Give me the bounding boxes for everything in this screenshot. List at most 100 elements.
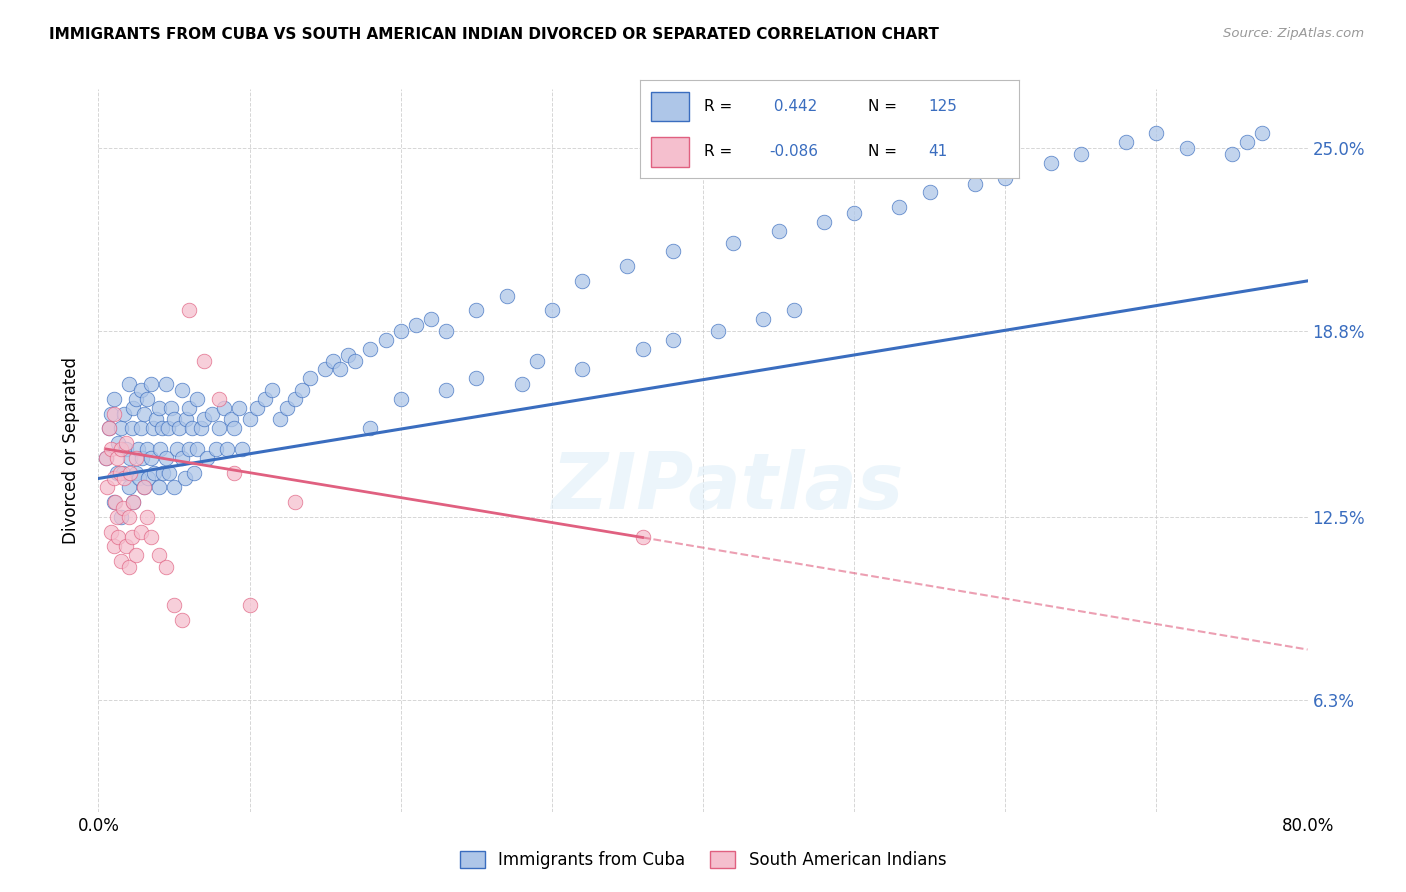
Point [103,407,125,421]
Point [329,362,352,376]
Point [465,303,488,318]
Point [155,377,177,392]
Point [118,480,141,494]
Point [170,383,193,397]
Point [103,471,125,485]
Point [132,407,155,421]
Point [110,421,132,435]
Point [1115,136,1137,150]
Point [170,613,193,627]
Point [526,353,548,368]
Point [434,324,457,338]
Point [1070,147,1092,161]
Point [152,466,174,480]
Point [129,524,152,539]
Point [291,383,314,397]
Point [100,407,122,421]
Point [110,442,132,456]
Point [224,466,246,480]
Text: 0.442: 0.442 [769,99,817,114]
Point [186,392,208,406]
Point [195,450,218,465]
Point [224,421,246,435]
Point [193,353,215,368]
Point [420,312,443,326]
Point [336,348,359,362]
FancyBboxPatch shape [651,137,689,167]
Point [100,524,122,539]
Point [707,324,730,338]
Point [127,442,149,456]
Point [148,548,170,562]
Point [1039,156,1062,170]
Point [96,480,118,494]
Text: Source: ZipAtlas.com: Source: ZipAtlas.com [1223,27,1364,40]
Point [105,466,128,480]
Point [108,466,131,480]
Point [231,442,253,456]
Point [186,442,208,456]
Point [844,206,866,220]
Point [141,377,163,392]
Point [389,392,412,406]
Point [510,377,533,392]
Point [166,442,188,456]
Point [1251,127,1274,141]
Point [344,353,367,368]
Point [156,421,179,435]
Point [94,450,117,465]
Point [163,480,186,494]
Point [111,466,134,480]
Point [752,312,775,326]
Point [616,259,638,273]
Point [262,383,284,397]
Point [221,412,243,426]
Point [128,471,150,485]
Text: N =: N = [868,145,897,160]
Point [183,466,205,480]
Point [181,421,204,435]
Point [125,548,148,562]
Point [173,471,195,485]
Point [661,333,683,347]
Point [148,480,170,494]
Point [155,560,177,574]
Point [208,421,231,435]
FancyBboxPatch shape [651,92,689,121]
Point [112,471,135,485]
Point [631,342,654,356]
Point [104,495,127,509]
Point [201,407,224,421]
Text: R =: R = [704,99,733,114]
Point [135,392,157,406]
Point [965,177,987,191]
Point [360,421,382,435]
Point [111,500,134,515]
Point [132,480,155,494]
Point [121,421,143,435]
Point [122,495,145,509]
Point [98,421,121,435]
Point [661,244,683,259]
Point [112,407,135,421]
Point [129,421,152,435]
Point [246,401,269,415]
Point [360,342,382,356]
Point [540,303,562,318]
Text: 125: 125 [928,99,957,114]
Point [179,303,201,318]
Point [889,200,911,214]
Point [918,186,941,200]
Point [174,412,197,426]
Point [135,442,157,456]
Point [163,412,186,426]
Point [141,531,163,545]
Point [239,599,262,613]
Y-axis label: Divorced or Separated: Divorced or Separated [62,357,80,544]
Point [149,442,172,456]
Point [1175,141,1198,155]
Point [148,401,170,415]
Point [118,509,141,524]
Point [120,450,142,465]
Point [125,466,148,480]
